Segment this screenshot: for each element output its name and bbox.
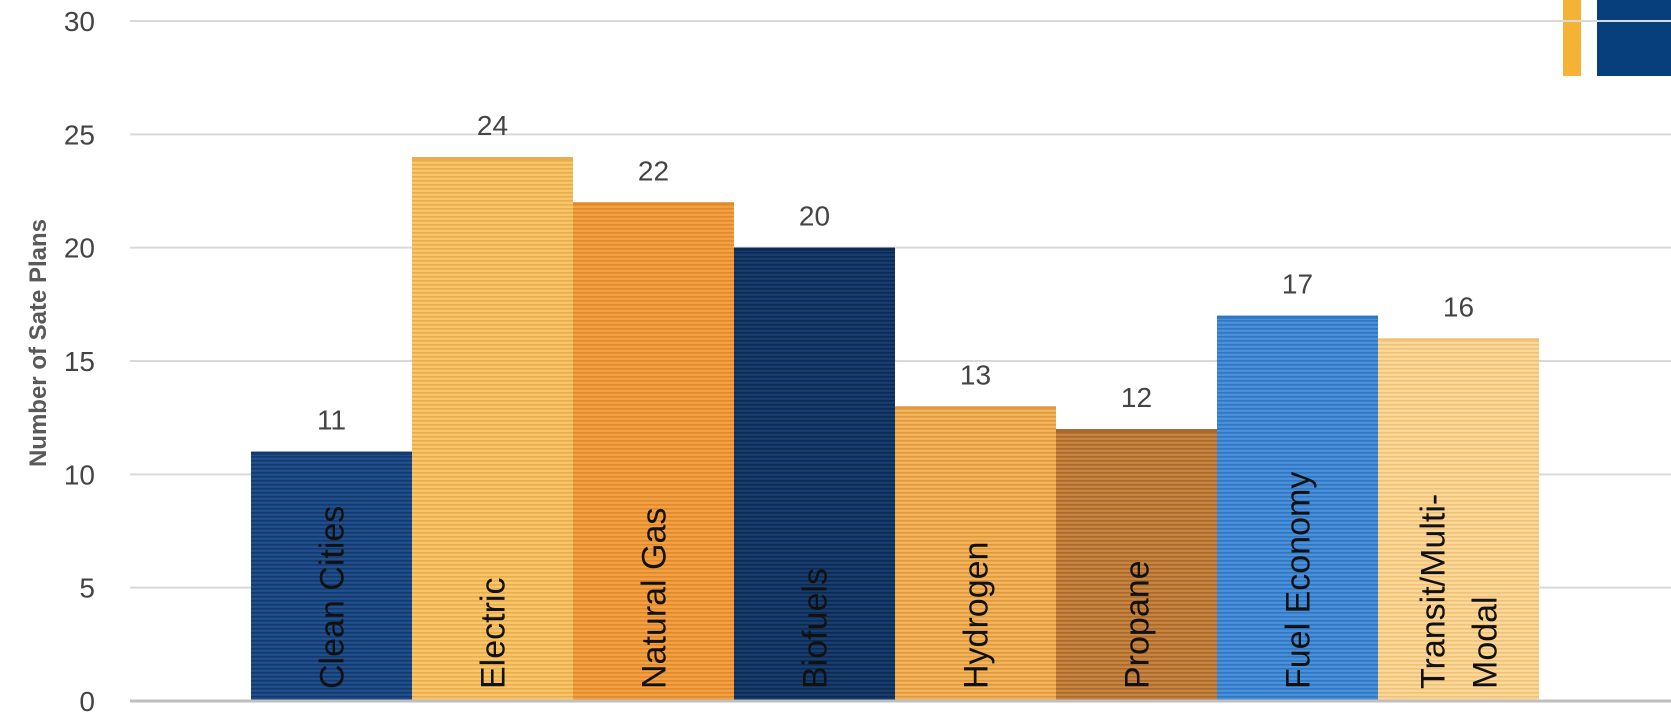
data-labels: 11 24 22 20 13 12 17 16 [317,110,1474,436]
bar-clean-cities [251,451,412,701]
y-tick-label: 10 [64,459,95,490]
bar-transit-multi-modal [1378,338,1539,701]
bars [251,157,1539,702]
y-tick-label: 25 [64,119,95,150]
corner-decoration-gold [1563,0,1581,76]
category-label: Propane [1119,560,1157,689]
y-axis-ticks: 0 5 10 15 20 25 30 [64,6,95,715]
bar-top-edge [734,247,895,251]
y-tick-label: 0 [79,686,95,715]
bar-top-edge [1217,315,1378,319]
bar-top-edge [895,406,1056,410]
y-tick-label: 30 [64,6,95,37]
bar-fuel-economy [1217,315,1378,701]
category-label: Natural Gas [636,508,674,689]
category-labels: Clean Cities Electric Natural Gas Biofuels H… [314,472,1505,689]
data-label: 12 [1121,382,1152,413]
bar-top-edge [1378,338,1539,342]
bar-top-edge [1056,429,1217,432]
category-label: Electric [475,578,513,689]
data-label: 11 [317,405,346,436]
data-label: 20 [799,201,830,232]
y-axis-label: Number of Sate Plans [25,219,52,467]
y-tick-label: 20 [64,233,95,264]
category-label: Transit/Multi- Modal [1415,494,1505,689]
bar-hydrogen [895,406,1056,701]
bar-top-edge [573,202,734,206]
y-tick-label: 5 [79,573,95,604]
data-label: 13 [960,359,991,390]
category-label: Clean Cities [314,506,352,689]
corner-decoration-navy [1597,0,1671,76]
bar-top-edge [251,451,412,455]
y-tick-label: 15 [64,346,95,377]
category-label: Fuel Economy [1280,472,1318,689]
data-label: 22 [638,155,669,186]
category-label: Biofuels [797,568,835,689]
bar-electric [412,157,573,701]
category-label: Hydrogen [958,542,996,689]
bar-biofuels [734,247,895,701]
data-label: 16 [1443,291,1474,322]
bar-natural-gas [573,202,734,702]
data-label: 17 [1282,269,1313,300]
bar-propane [1056,429,1217,701]
data-label: 24 [477,110,508,141]
bar-top-edge [412,157,573,160]
